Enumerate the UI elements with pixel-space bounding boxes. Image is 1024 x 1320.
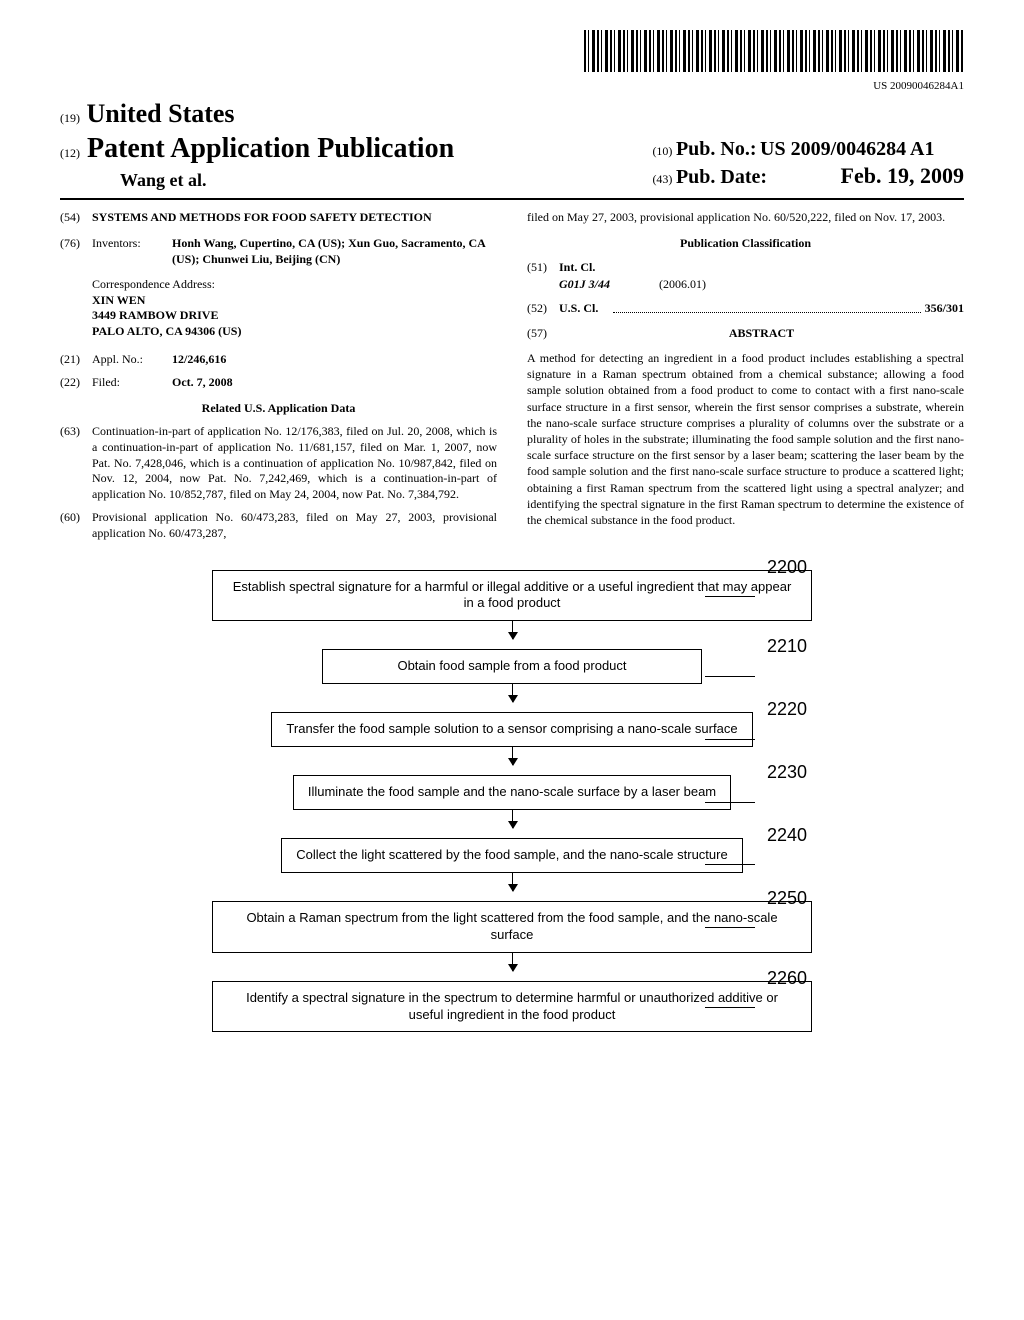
corr-label: Correspondence Address: <box>92 277 497 293</box>
header-rule <box>60 198 964 200</box>
flowchart: Establish spectral signature for a harmf… <box>212 570 812 1033</box>
uscl-code: (52) <box>527 301 559 317</box>
title-text: SYSTEMS AND METHODS FOR FOOD SAFETY DETE… <box>92 210 497 226</box>
corr-line-1: XIN WEN <box>92 293 497 309</box>
pubtype-line: (12) Patent Application Publication <box>60 131 454 167</box>
prov-continued: filed on May 27, 2003, provisional appli… <box>527 210 964 226</box>
country-line: (19) United States <box>60 97 454 131</box>
body-columns: (54) SYSTEMS AND METHODS FOR FOOD SAFETY… <box>60 210 964 549</box>
uscl-dotfill <box>613 301 921 314</box>
flowchart-label-connector: 2260 <box>707 981 757 1008</box>
prov-text: Provisional application No. 60/473,283, … <box>92 510 497 541</box>
filed-label: Filed: <box>92 375 172 391</box>
flowchart-label-connector: 2240 <box>707 838 757 865</box>
flowchart-box: Illuminate the food sample and the nano-… <box>293 775 731 810</box>
intcl-symbol: G01J 3/44 <box>559 277 659 293</box>
pubdate-value: Feb. 19, 2009 <box>841 163 964 188</box>
cip-text: Continuation-in-part of application No. … <box>92 424 497 502</box>
flowchart-label-connector: 2230 <box>707 775 757 802</box>
flowchart-step-label: 2230 <box>767 761 807 784</box>
pubdate-label: Pub. Date: <box>676 166 767 188</box>
flowchart-step-label: 2210 <box>767 635 807 658</box>
flowchart-arrow <box>212 621 812 649</box>
barcode-region: US 20090046284A1 <box>60 30 964 93</box>
pubno-code: (10) <box>652 144 672 158</box>
uscl-row: (52) U.S. Cl. 356/301 <box>527 301 964 317</box>
title-row: (54) SYSTEMS AND METHODS FOR FOOD SAFETY… <box>60 210 497 226</box>
flowchart-label-connector: 2220 <box>707 712 757 739</box>
inventors-text: Honh Wang, Cupertino, CA (US); Xun Guo, … <box>172 236 497 267</box>
flowchart-step: Illuminate the food sample and the nano-… <box>212 775 812 810</box>
flowchart-arrow <box>212 684 812 712</box>
intcl-date: (2006.01) <box>659 277 706 293</box>
flowchart-step: Collect the light scattered by the food … <box>212 838 812 873</box>
flowchart-box: Transfer the food sample solution to a s… <box>271 712 752 747</box>
inventors-label: Inventors: <box>92 236 172 267</box>
inventors-row: (76) Inventors: Honh Wang, Cupertino, CA… <box>60 236 497 267</box>
cip-row: (63) Continuation-in-part of application… <box>60 424 497 502</box>
flowchart-step-label: 2200 <box>767 556 807 579</box>
corr-line-2: 3449 RAMBOW DRIVE <box>92 308 497 324</box>
abstract-label: ABSTRACT <box>559 326 964 342</box>
intcl-code: (51) <box>527 260 559 276</box>
abstract-header: (57) ABSTRACT <box>527 326 964 342</box>
correspondence-block: Correspondence Address: XIN WEN 3449 RAM… <box>92 277 497 339</box>
uscl-label: U.S. Cl. <box>559 301 609 317</box>
applno-row: (21) Appl. No.: 12/246,616 <box>60 352 497 368</box>
intcl-label: Int. Cl. <box>559 260 595 276</box>
country-name: United States <box>87 99 235 128</box>
filed-row: (22) Filed: Oct. 7, 2008 <box>60 375 497 391</box>
intcl-value-row: G01J 3/44 (2006.01) <box>527 277 964 293</box>
pubtype-code: (12) <box>60 146 80 160</box>
applno-label: Appl. No.: <box>92 352 172 368</box>
flowchart-step: Identify a spectral signature in the spe… <box>212 981 812 1033</box>
flowchart-label-connector: 2200 <box>707 570 757 597</box>
barcode-text: US 20090046284A1 <box>60 79 964 93</box>
related-title: Related U.S. Application Data <box>60 401 497 417</box>
filed-value: Oct. 7, 2008 <box>172 375 497 391</box>
flowchart-arrow <box>212 953 812 981</box>
barcode-graphic <box>584 30 964 72</box>
abstract-text: A method for detecting an ingredient in … <box>527 350 964 528</box>
left-column: (54) SYSTEMS AND METHODS FOR FOOD SAFETY… <box>60 210 497 549</box>
pubtype-text: Patent Application Publication <box>87 133 454 164</box>
inventors-code: (76) <box>60 236 92 267</box>
pubdate-line: (43) Pub. Date: Feb. 19, 2009 <box>652 162 964 191</box>
abstract-code: (57) <box>527 326 559 342</box>
authors-line: Wang et al. <box>120 169 454 192</box>
flowchart-arrow <box>212 873 812 901</box>
flowchart-step: Obtain food sample from a food product22… <box>212 649 812 684</box>
pubno-label: Pub. No.: <box>676 138 757 160</box>
intcl-row: (51) Int. Cl. <box>527 260 964 276</box>
flowchart-arrow <box>212 810 812 838</box>
pubdate-code: (43) <box>652 172 672 186</box>
flowchart-label-connector: 2250 <box>707 901 757 928</box>
flowchart-box: Collect the light scattered by the food … <box>281 838 742 873</box>
title-code: (54) <box>60 210 92 226</box>
applno-code: (21) <box>60 352 92 368</box>
cip-code: (63) <box>60 424 92 502</box>
flowchart-step-label: 2260 <box>767 967 807 990</box>
flowchart-step: Establish spectral signature for a harmf… <box>212 570 812 622</box>
country-code: (19) <box>60 111 80 125</box>
corr-line-3: PALO ALTO, CA 94306 (US) <box>92 324 497 340</box>
pubno-value: US 2009/0046284 A1 <box>760 138 934 160</box>
flowchart-step-label: 2240 <box>767 824 807 847</box>
uscl-value: 356/301 <box>925 301 964 317</box>
flowchart-label-connector: 2210 <box>707 649 757 676</box>
prov-row: (60) Provisional application No. 60/473,… <box>60 510 497 541</box>
right-column: filed on May 27, 2003, provisional appli… <box>527 210 964 549</box>
flowchart-step: Obtain a Raman spectrum from the light s… <box>212 901 812 953</box>
flowchart-step-label: 2220 <box>767 698 807 721</box>
flowchart-step: Transfer the food sample solution to a s… <box>212 712 812 747</box>
flowchart-arrow <box>212 747 812 775</box>
flowchart-box: Obtain food sample from a food product <box>322 649 702 684</box>
pubno-line: (10) Pub. No.: US 2009/0046284 A1 <box>652 136 964 162</box>
applno-value: 12/246,616 <box>172 352 497 368</box>
header-block: (19) United States (12) Patent Applicati… <box>60 97 964 193</box>
filed-code: (22) <box>60 375 92 391</box>
flowchart-step-label: 2250 <box>767 887 807 910</box>
prov-code: (60) <box>60 510 92 541</box>
classification-title: Publication Classification <box>527 236 964 252</box>
